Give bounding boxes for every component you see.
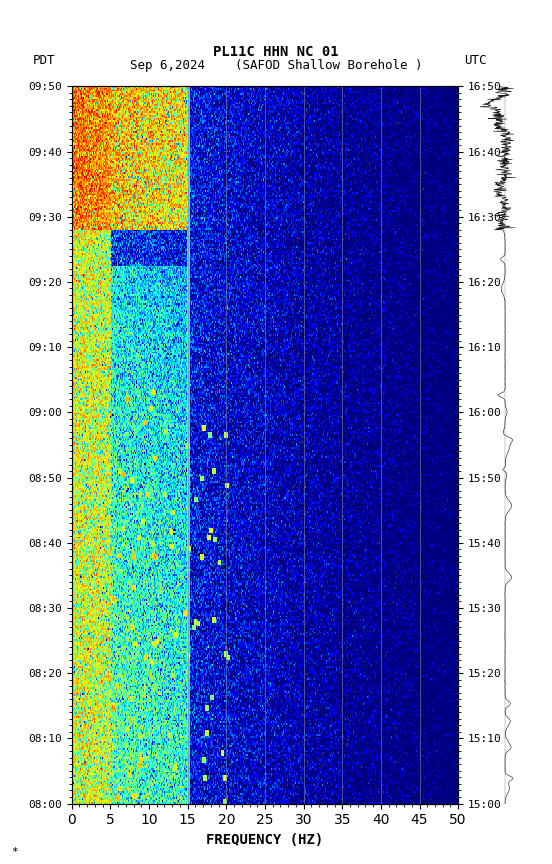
X-axis label: FREQUENCY (HZ): FREQUENCY (HZ) [206, 833, 323, 847]
Text: Sep 6,2024    (SAFOD Shallow Borehole ): Sep 6,2024 (SAFOD Shallow Borehole ) [130, 59, 422, 72]
Text: UTC: UTC [464, 54, 486, 67]
Text: PDT: PDT [33, 54, 56, 67]
Text: *: * [11, 848, 18, 857]
Text: PL11C HHN NC 01: PL11C HHN NC 01 [213, 45, 339, 59]
